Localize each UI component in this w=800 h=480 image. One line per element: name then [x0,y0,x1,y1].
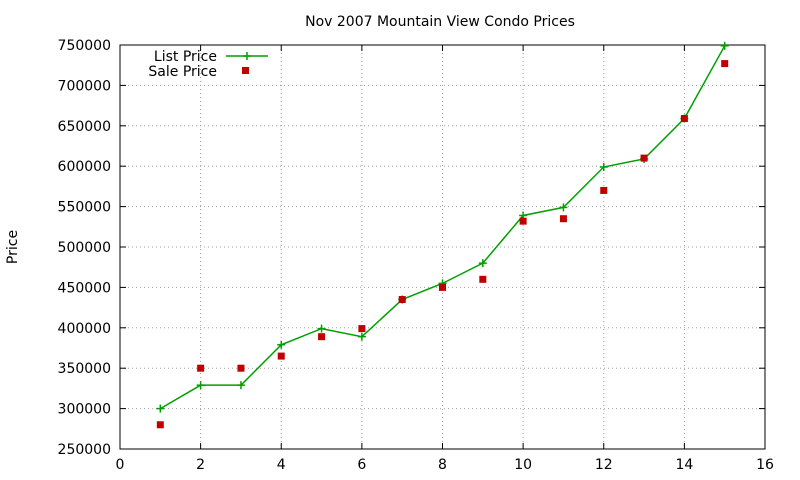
y-tick-label: 550000 [58,200,111,216]
series-sale-price [156,60,729,429]
y-tick-label: 750000 [58,38,111,54]
x-tick-label: 6 [357,457,366,473]
x-tick-label: 4 [277,457,286,473]
list-price-point [357,332,366,341]
sale-price-point [197,364,205,372]
sale-price-point [600,186,608,194]
sale-price-point [640,154,648,162]
x-tick-label: 16 [756,457,774,473]
y-tick-label: 700000 [58,78,111,94]
y-axis-label: Price [5,230,21,264]
sale-price-point [398,296,406,304]
y-tick-label: 650000 [58,119,111,135]
y-tick-label: 400000 [58,321,111,337]
sale-price-point [358,325,366,333]
x-tick-label: 8 [438,457,447,473]
y-tick-label: 600000 [58,159,111,175]
x-tick-label: 0 [116,457,125,473]
list-price-point [559,203,568,212]
legend-marker-list-price [243,52,251,60]
sale-price-point [559,215,567,223]
series-layer [156,41,729,429]
y-tick-label: 300000 [58,402,111,418]
x-tick-label: 14 [675,457,693,473]
list-price-line [159,45,726,410]
legend-label-list-price: List Price [154,49,217,65]
grid [120,45,765,449]
y-axis-tick-labels: 250000 300000 350000 400000 450000 500000 5500… [58,38,111,458]
y-tick-label: 450000 [58,280,111,296]
list-price-point [277,340,286,349]
list-price-point [317,324,326,333]
sale-price-point [277,352,285,360]
legend-plus-marker [243,52,251,60]
y-tick-label: 250000 [58,442,111,458]
x-axis-tick-labels: 0 2 4 6 8 10 12 14 16 [116,457,774,473]
sale-price-point [439,283,446,291]
x-tick-label: 2 [196,457,205,473]
sale-price-point [680,115,688,123]
legend-marker-sale-price [242,67,249,74]
sale-price-point [318,333,326,341]
legend-label-sale-price: Sale Price [148,64,217,80]
x-tick-label: 10 [514,457,532,473]
list-price-point [156,404,165,413]
list-price-point [196,381,205,390]
sale-price-point [237,364,245,372]
sale-price-point [479,275,487,283]
chart-title: Nov 2007 Mountain View Condo Prices [305,14,575,30]
y-tick-label: 500000 [58,240,111,256]
sale-price-point [156,421,164,429]
list-price-point [478,259,487,268]
sale-price-point [519,217,527,225]
axis-ticks [119,44,766,450]
list-price-point [720,41,729,50]
list-price-point [236,381,245,390]
y-tick-label: 350000 [58,361,111,377]
x-tick-label: 12 [595,457,613,473]
legend: List Price Sale Price [148,49,268,80]
sale-price-point [721,60,729,68]
list-price-point [599,163,608,172]
